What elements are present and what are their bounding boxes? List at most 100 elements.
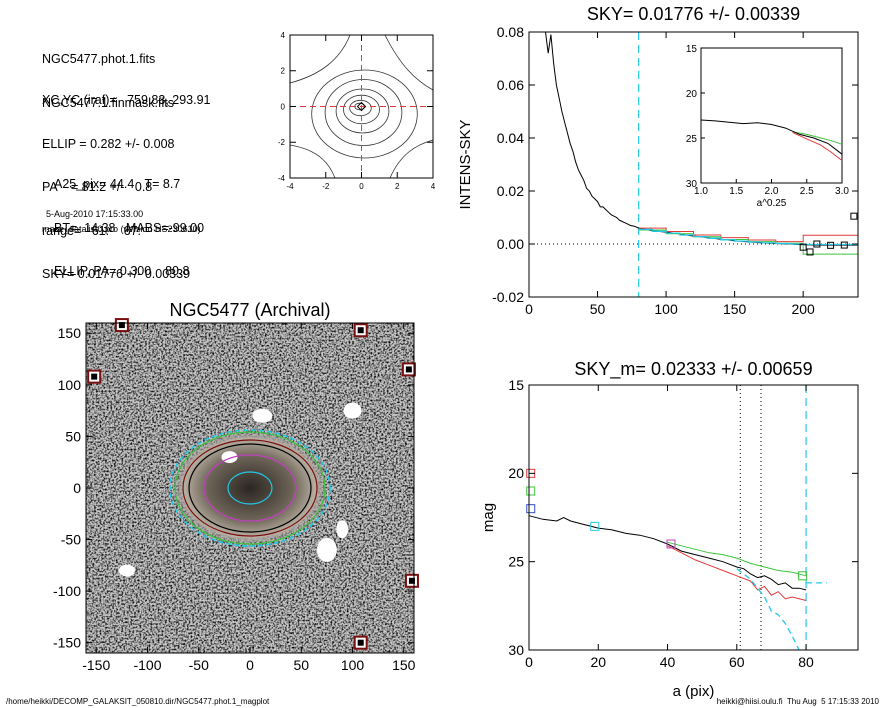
contour-outer-b	[384, 34, 434, 91]
chart-title-2: NGC5477 (Archival)	[169, 300, 330, 320]
x-tick-label-1-0: 0	[525, 301, 533, 317]
x-tick-label-3-4: 80	[798, 654, 814, 670]
contour-ring-3	[335, 88, 390, 134]
x-tick-label-2-5: 100	[341, 657, 365, 673]
inset-y-tick-label-3: 30	[686, 179, 698, 190]
x-tick-label-3-2: 40	[660, 654, 676, 670]
y-tick-label-1-5: 0.08	[497, 24, 524, 40]
steps-cyan	[638, 228, 858, 246]
masked-blob-3	[316, 537, 337, 562]
info-program: make_datalist0.pro (version HS230610)	[42, 224, 201, 234]
y-tick-label-3-1: 20	[508, 465, 524, 481]
x-tick-label-2-3: 0	[246, 657, 254, 673]
inset-x-tick-label-3: 2.5	[800, 186, 814, 197]
star-marker-core-0	[118, 322, 125, 329]
info-param-3: range= 61.- 67.	[42, 223, 142, 238]
marker-square-1	[806, 248, 814, 256]
masked-blob-4	[119, 564, 135, 577]
marker-square-3	[827, 241, 835, 249]
y-tick-label-3-0: 15	[508, 377, 524, 393]
info-files: NGC5477.phot.1.fits NGC5477.1.finmask.fi…	[42, 23, 174, 125]
inset-x-tick-label-2: 2.0	[765, 186, 779, 197]
isophote-ellipse-4	[169, 429, 331, 547]
info-file-0: NGC5477.phot.1.fits	[42, 52, 156, 66]
y-tick-label-2-3: 0	[73, 480, 81, 496]
x-tick-label-3-3: 60	[729, 654, 745, 670]
inset-y-tick-label-1: 20	[686, 89, 698, 100]
inset-y-tick-label-2: 25	[686, 134, 698, 145]
masked-blob-5	[343, 402, 362, 419]
marker-square-0	[799, 243, 807, 251]
y-tick-label-2-4: 50	[65, 428, 81, 444]
footer-user: heikki@hiisi.oulu.fi Thu Aug 5 17:15:33 …	[716, 697, 879, 706]
y-tick-label-1-0: -0.02	[492, 289, 524, 305]
isophote-ellipse-2	[188, 443, 312, 533]
inset-green	[792, 131, 843, 145]
y-tick-label-0-2: 0	[281, 102, 286, 111]
info-param-1: ELLIP = 0.282 +/- 0.008	[42, 136, 175, 151]
isophote-ellipse-1	[203, 454, 297, 522]
inset-frame	[700, 47, 843, 184]
x-tick-label-1-3: 150	[723, 301, 747, 317]
mag-square-3	[590, 521, 600, 531]
y-tick-label-1-3: 0.04	[497, 130, 524, 146]
y-tick-label-0-0: -4	[278, 174, 286, 183]
isophote-ellipse-5	[174, 431, 326, 545]
y-tick-label-1-1: 0.00	[497, 236, 524, 252]
marker-square-4	[840, 241, 848, 249]
x-tick-label-1-4: 200	[791, 301, 815, 317]
plot-frame-3	[528, 384, 859, 651]
info-file-1: NGC5477.1.finmask.fits	[42, 95, 174, 110]
star-marker-core-5	[357, 639, 364, 646]
inset-x-tick-label-4: 3.0	[835, 186, 849, 197]
isophote-ellipse-0	[227, 471, 273, 505]
mag-square-5	[798, 571, 808, 581]
contour-ring-5	[311, 69, 418, 159]
y-tick-label-2-5: 100	[58, 377, 82, 393]
y-tick-label-2-6: 150	[58, 325, 82, 341]
y-tick-label-2-2: -50	[61, 531, 81, 547]
x-tick-label-0-1: -2	[322, 182, 330, 191]
info-morph: A25_pix= 44.4 T= 8.7 BT= 14.38 MABS=-99.…	[54, 148, 204, 293]
y-tick-label-1-4: 0.06	[497, 77, 524, 93]
contour-ring-1	[349, 99, 372, 117]
info-morph-0: A25_pix= 44.4 T= 8.7	[54, 177, 181, 191]
star-marker-core-4	[408, 577, 415, 584]
inset-black	[700, 119, 843, 155]
mag-cyan-dashed	[736, 568, 800, 651]
info-date: 5-Aug-2010 17:15:33.00	[46, 209, 144, 219]
x-tick-label-2-6: 150	[392, 657, 416, 673]
contour-outer-a	[289, 34, 351, 84]
inset-x-label: a^0.25	[757, 198, 787, 209]
x-tick-label-0-2: 0	[359, 182, 364, 191]
chart-title-1: SKY= 0.01776 +/- 0.00339	[587, 4, 800, 24]
galaxy-body	[172, 430, 328, 546]
star-marker-core-1	[357, 327, 364, 334]
y-tick-label-1-2: 0.02	[497, 183, 524, 199]
x-axis-label-3: a (pix)	[673, 683, 715, 700]
mag-red	[667, 545, 807, 601]
x-tick-label-1-1: 50	[590, 301, 606, 317]
contour-outer-d	[389, 139, 434, 179]
info-morph-1: BT= 14.38 MABS=-99.00	[54, 220, 205, 235]
y-axis-label-3: mag	[480, 503, 497, 532]
inset-x-tick-label-1: 1.5	[729, 186, 743, 197]
y-tick-label-3-3: 30	[508, 642, 524, 658]
plot-frame-1	[528, 31, 859, 298]
masked-blob-2	[336, 520, 349, 539]
x-tick-label-2-1: -100	[133, 657, 161, 673]
mag-square-4	[666, 539, 676, 549]
mag-green	[667, 541, 807, 577]
inset-x-tick-label-0: 1.0	[694, 186, 708, 197]
info-morph-2: ELLIP, PA= 0.300 80.8	[54, 264, 190, 278]
contour-outer-c	[289, 144, 336, 179]
inset-y-tick-label-0: 15	[686, 44, 698, 55]
x-tick-label-0-4: 4	[431, 182, 436, 191]
info-params: XC,YC (iraf)= 759.83, 293.91 ELLIP = 0.2…	[42, 64, 211, 296]
info-param-2: PA = 81.2 +/- 0.8	[42, 180, 153, 194]
y-tick-label-0-3: 2	[281, 67, 286, 76]
marker-square-2	[813, 240, 821, 248]
x-tick-label-3-0: 0	[525, 654, 533, 670]
x-tick-label-2-2: -50	[189, 657, 209, 673]
